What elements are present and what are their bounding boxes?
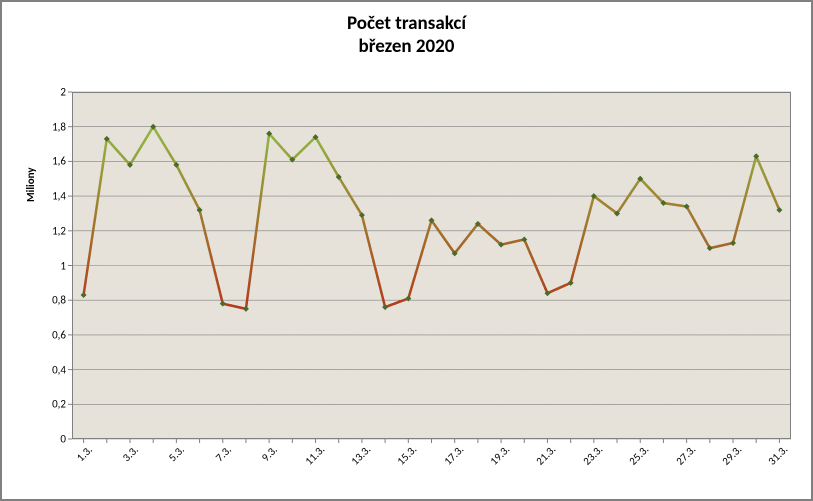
y-tick-label: 1,6: [52, 155, 66, 168]
x-tick-label: 1.3.: [74, 443, 95, 464]
y-tick-label: 0,6: [52, 328, 66, 341]
x-tick-label: 13.3.: [348, 443, 373, 468]
y-tick-label: 1: [60, 259, 66, 272]
y-tick-label: 1,8: [52, 120, 66, 133]
y-tick-label: 0,4: [52, 363, 66, 376]
chart-title-line2: březen 2020: [2, 35, 811, 58]
x-tick-label: 31.3.: [766, 443, 791, 468]
x-tick-label: 5.3.: [166, 443, 187, 464]
x-tick-label: 3.3.: [120, 443, 141, 464]
chart-svg: [72, 92, 791, 439]
x-tick-label: 27.3.: [673, 443, 698, 468]
x-tick-label: 17.3.: [441, 443, 466, 468]
x-tick-label: 25.3.: [627, 443, 652, 468]
x-tick-label: 19.3.: [488, 443, 513, 468]
x-tick-label: 7.3.: [213, 443, 234, 464]
y-tick-label: 2: [60, 86, 66, 99]
y-axis-label: Miliony: [24, 167, 37, 202]
y-tick-label: 0,8: [52, 294, 66, 307]
chart-title-line1: Počet transakcí: [2, 12, 811, 35]
x-tick-label: 11.3.: [302, 443, 327, 468]
plot-area: 00,20,40,60,811,21,41,61,821.3.3.3.5.3.7…: [72, 92, 791, 439]
chart-frame: Počet transakcí březen 2020 Miliony 00,2…: [0, 0, 813, 501]
y-tick-label: 0: [60, 433, 66, 446]
x-tick-label: 9.3.: [259, 443, 280, 464]
y-tick-label: 1,4: [52, 190, 66, 203]
y-tick-label: 1,2: [52, 224, 66, 237]
x-tick-label: 21.3.: [534, 443, 559, 468]
chart-title: Počet transakcí březen 2020: [2, 12, 811, 58]
y-tick-label: 0,2: [52, 398, 66, 411]
x-tick-label: 23.3.: [580, 443, 605, 468]
x-tick-label: 29.3.: [719, 443, 744, 468]
x-tick-label: 15.3.: [395, 443, 420, 468]
